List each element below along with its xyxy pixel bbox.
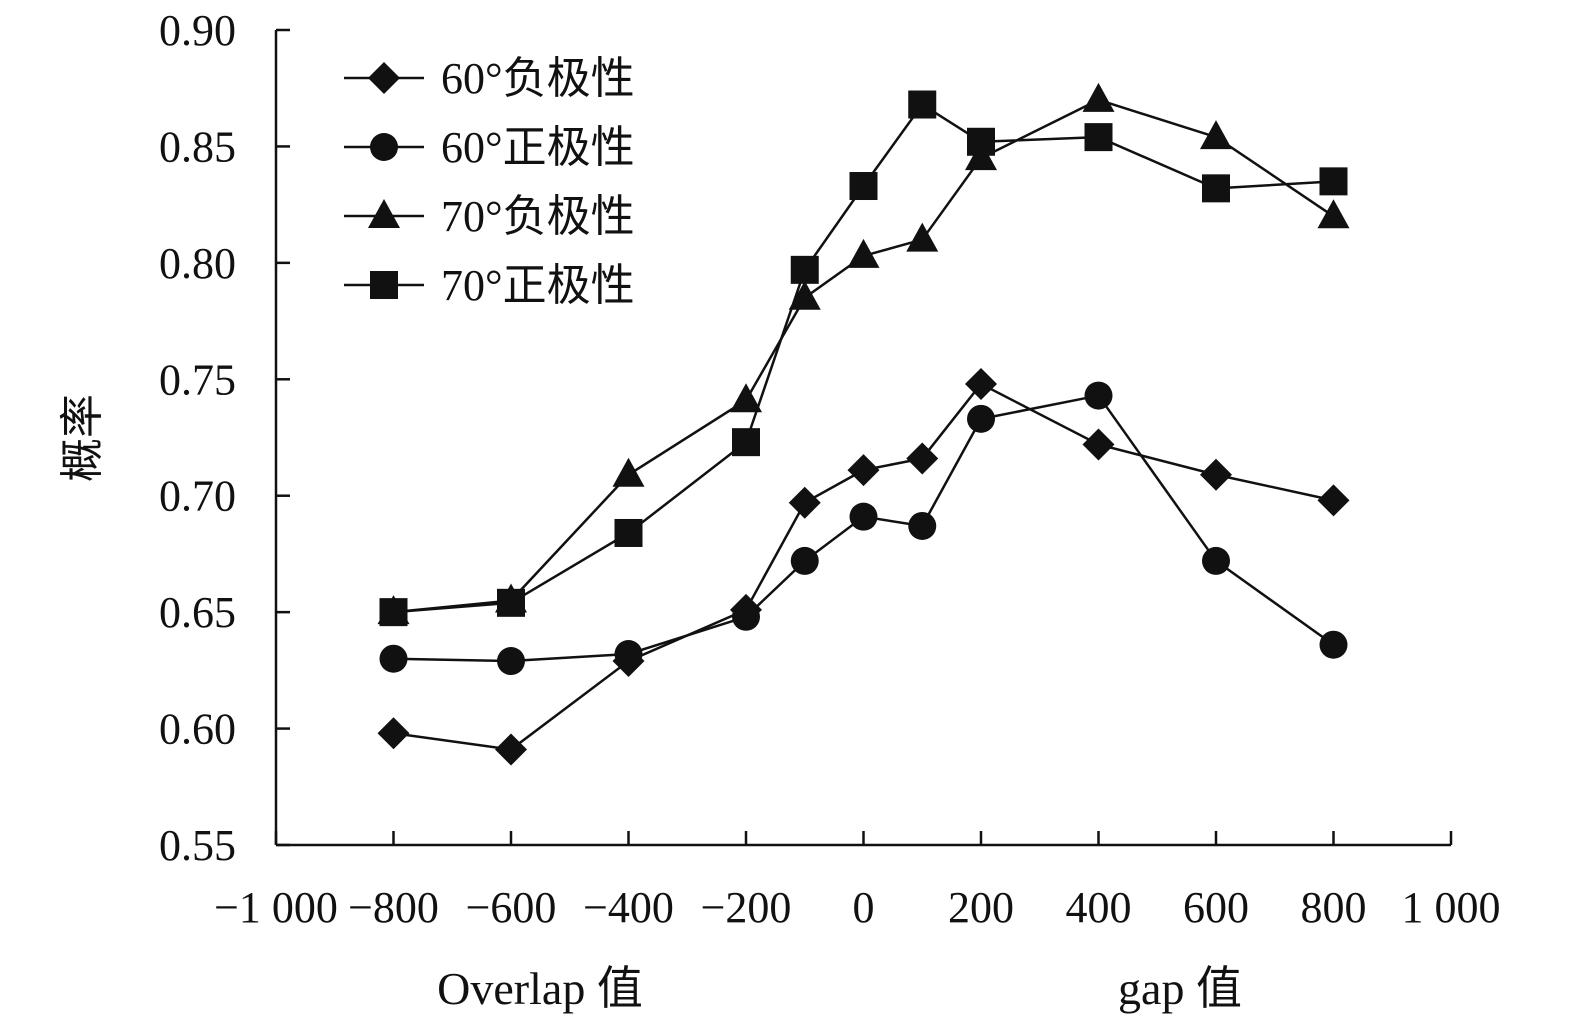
legend-item-1: 60°负极性 xyxy=(344,54,635,103)
legend-marker xyxy=(370,133,398,161)
data-point xyxy=(379,598,408,627)
y-axis-title: 概率 xyxy=(57,394,108,482)
data-point xyxy=(377,717,410,750)
y-tick-label: 0.85 xyxy=(159,122,236,171)
x-tick-label: 800 xyxy=(1301,883,1367,932)
y-tick-label: 0.80 xyxy=(159,239,236,288)
data-point xyxy=(908,511,937,540)
data-point xyxy=(1084,381,1113,410)
legend-item-4: 70°正极性 xyxy=(344,261,635,310)
data-point xyxy=(1202,174,1230,203)
data-point xyxy=(847,238,880,268)
x-tick-label: 0 xyxy=(853,883,875,932)
data-point xyxy=(847,454,880,487)
data-point xyxy=(1082,428,1115,461)
data-point xyxy=(1319,630,1348,659)
data-point xyxy=(908,90,937,119)
data-point xyxy=(790,546,819,575)
legend-label: 60°负极性 xyxy=(441,54,635,103)
data-point xyxy=(1200,120,1232,150)
data-point xyxy=(1319,167,1348,196)
data-point xyxy=(788,486,821,519)
data-point xyxy=(379,644,408,673)
data-point xyxy=(967,127,995,156)
y-tick-label: 0.65 xyxy=(159,588,236,637)
data-point xyxy=(497,588,525,617)
x-tick-label: −200 xyxy=(701,883,792,932)
data-point xyxy=(1082,82,1115,112)
data-point xyxy=(1317,484,1350,517)
x-axis-title-overlap: Overlap 值 xyxy=(437,963,643,1014)
series-2 xyxy=(379,381,1348,676)
axes: 0.55 0.60 0.65 0.70 0.75 0.80 0.85 0.90 −1 000 −8… xyxy=(159,6,1501,932)
x-tick-label: 200 xyxy=(948,883,1014,932)
data-point xyxy=(730,383,762,413)
legend-marker xyxy=(368,199,400,228)
x-tick-label: 400 xyxy=(1066,883,1132,932)
y-tick-label: 0.55 xyxy=(159,821,236,870)
data-point xyxy=(1202,546,1230,575)
data-point xyxy=(614,640,643,669)
data-point xyxy=(849,172,878,201)
data-point xyxy=(1084,123,1113,152)
data-point xyxy=(788,280,821,310)
data-point xyxy=(497,647,525,676)
x-axis-title-gap: gap 值 xyxy=(1118,963,1242,1014)
data-point xyxy=(849,502,878,531)
x-tick-label: 1 000 xyxy=(1402,883,1501,932)
legend-label: 60°正极性 xyxy=(441,123,635,172)
data-point xyxy=(967,404,995,433)
data-point xyxy=(1200,458,1232,491)
data-point xyxy=(1317,199,1350,229)
data-point xyxy=(612,457,645,487)
series-layer xyxy=(377,82,1350,766)
x-tick-label: −1 000 xyxy=(214,883,338,932)
data-point xyxy=(906,442,939,475)
series-1 xyxy=(377,367,1350,766)
series-4 xyxy=(379,90,1348,627)
data-point xyxy=(906,222,939,252)
x-tick-label: −400 xyxy=(583,883,674,932)
data-point xyxy=(495,733,527,766)
x-tick-label: −800 xyxy=(348,883,439,932)
legend-marker xyxy=(370,271,398,299)
data-point xyxy=(965,367,997,400)
y-tick-label: 0.75 xyxy=(159,355,236,404)
legend: 60°负极性 60°正极性 70°负极性 70°正极性 xyxy=(344,54,635,310)
data-point xyxy=(732,602,760,631)
legend-label: 70°负极性 xyxy=(441,192,635,241)
data-point xyxy=(614,518,643,547)
legend-marker xyxy=(368,62,400,94)
y-tick-label: 0.70 xyxy=(159,472,236,521)
y-tick-label: 0.90 xyxy=(159,6,236,55)
x-tick-label: −600 xyxy=(466,883,557,932)
x-tick-label: 600 xyxy=(1183,883,1249,932)
legend-item-2: 60°正极性 xyxy=(344,123,635,172)
y-tick-label: 0.60 xyxy=(159,705,236,754)
series-line xyxy=(393,382,1334,751)
legend-item-3: 70°负极性 xyxy=(344,192,635,241)
data-point xyxy=(790,255,819,284)
legend-label: 70°正极性 xyxy=(441,261,635,310)
data-point xyxy=(732,428,760,457)
